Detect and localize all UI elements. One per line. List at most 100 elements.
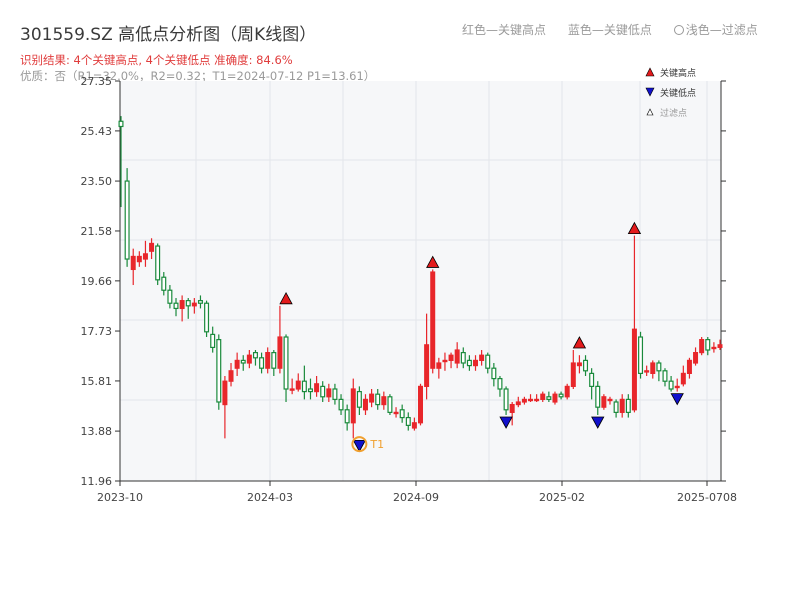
- candle-body: [460, 352, 466, 364]
- y-tick-label: 15.81: [81, 375, 113, 388]
- legend-filtered-marker: [646, 108, 654, 116]
- key-low-marker: [499, 416, 513, 429]
- candle-body: [442, 359, 448, 363]
- legend-filtered-label: 过滤点: [660, 107, 687, 119]
- candle-body: [473, 359, 479, 367]
- y-tick-label: 17.73: [81, 325, 113, 338]
- candle-body: [124, 180, 130, 260]
- candle-body: [424, 344, 430, 387]
- key-low-marker: [670, 393, 684, 406]
- candle-body: [204, 302, 210, 333]
- candle-body: [644, 370, 650, 373]
- candle-body: [173, 302, 179, 310]
- candle-body: [534, 398, 540, 402]
- candle-body: [271, 352, 277, 369]
- legend-light-label: 浅色—过滤点: [685, 23, 758, 37]
- candle-body: [717, 344, 723, 349]
- candle-body: [515, 401, 521, 406]
- candle-body: [259, 357, 265, 369]
- legend-light-item: 浅色—过滤点: [673, 23, 776, 37]
- candle-body: [699, 339, 705, 354]
- candle-body: [338, 398, 344, 411]
- candle-body: [155, 245, 161, 281]
- candle-body: [191, 302, 197, 307]
- candle-body: [607, 398, 613, 402]
- candle-body: [240, 359, 246, 364]
- candle-body: [613, 401, 619, 413]
- quality-summary: 优质：否（R1=32.0%，R2=0.32；T1=2024-07-12 P1=1…: [20, 69, 376, 83]
- candle-body: [399, 409, 405, 419]
- candle-body: [546, 396, 552, 400]
- key-high-marker: [279, 291, 293, 305]
- y-tick-label: 27.35: [81, 75, 113, 88]
- t1-label: T1: [369, 438, 384, 451]
- candle-body: [222, 380, 228, 406]
- candle-body: [619, 398, 625, 413]
- candle-body: [668, 380, 674, 390]
- candle-body: [307, 388, 313, 393]
- key-low-marker: [591, 416, 605, 429]
- candle-body: [674, 385, 680, 389]
- candle-body: [118, 120, 124, 128]
- candle-body: [466, 359, 472, 367]
- color-legend: 红色—关键高点 蓝色—关键低点 浅色—过滤点: [462, 21, 794, 38]
- candle-body: [411, 422, 417, 429]
- legend-low-label: 关键低点: [660, 87, 696, 99]
- y-tick-label: 11.96: [81, 475, 113, 488]
- candle-body: [479, 354, 485, 362]
- key-high-marker: [572, 336, 587, 349]
- candle-body: [234, 359, 240, 369]
- candle-body: [356, 390, 362, 408]
- candle-body: [418, 385, 424, 424]
- x-tick-label: 2023-10: [97, 491, 143, 504]
- y-tick-label: 13.88: [81, 425, 113, 438]
- candle-body: [552, 393, 558, 403]
- candle-body: [362, 398, 368, 411]
- x-tick-label: 2025-02: [539, 491, 585, 504]
- candle-body: [314, 383, 320, 393]
- candle-body: [289, 388, 295, 391]
- candle-body: [497, 377, 503, 390]
- candle-body: [167, 289, 173, 304]
- candle-body: [570, 362, 576, 387]
- candle-body: [332, 388, 338, 400]
- candle-body: [381, 396, 387, 406]
- candle-body: [246, 354, 252, 364]
- candle-body: [686, 359, 692, 374]
- y-tick-label: 23.50: [81, 175, 113, 188]
- candle-body: [650, 362, 656, 374]
- key-high-marker: [426, 255, 440, 268]
- candle-body: [185, 300, 191, 307]
- key-low-marker: [352, 439, 367, 453]
- t1-circle: [351, 436, 368, 453]
- candle-body: [491, 367, 497, 380]
- circle-icon: [673, 25, 684, 35]
- candle-body: [130, 255, 136, 271]
- candle-body: [638, 336, 644, 374]
- candle-body: [448, 354, 454, 362]
- page-title: 301559.SZ 高低点分析图（周K线图）: [20, 25, 317, 45]
- candle-body: [528, 398, 534, 402]
- candle-body: [320, 385, 326, 398]
- candle-body: [326, 388, 332, 398]
- x-tick-label: 2025-0708: [677, 491, 737, 504]
- candle-body: [454, 349, 460, 364]
- candle-body: [576, 362, 582, 367]
- candle-body: [197, 300, 203, 304]
- candle-body: [711, 346, 717, 350]
- candle-body: [277, 336, 283, 369]
- legend-blue-label: 蓝色—关键低点: [567, 23, 652, 37]
- candle-body: [393, 411, 399, 415]
- candle-body: [283, 336, 289, 390]
- candle-body: [705, 339, 711, 351]
- result-summary: 识别结果: 4个关键高点, 4个关键低点 准确度: 84.6%: [20, 53, 293, 67]
- candle-body: [252, 352, 258, 359]
- y-tick-label: 25.43: [81, 125, 113, 138]
- candle-body: [344, 409, 350, 424]
- candle-body: [589, 372, 595, 387]
- candle-body: [301, 380, 307, 393]
- candle-body: [693, 352, 699, 364]
- candle-body: [149, 242, 155, 252]
- candle-body: [521, 398, 527, 403]
